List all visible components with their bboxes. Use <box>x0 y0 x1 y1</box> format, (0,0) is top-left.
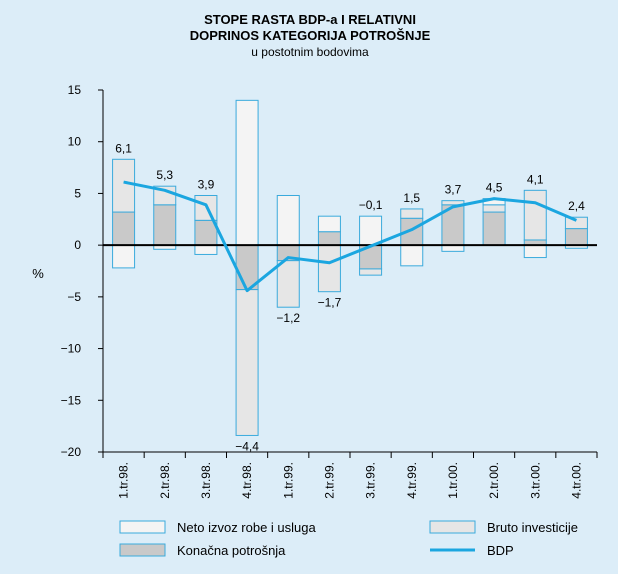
bar <box>482 211 506 246</box>
x-tick-label: 3.tr.98. <box>199 462 213 499</box>
bar <box>112 211 136 246</box>
bar <box>194 244 218 255</box>
chart-title: DOPRINOS KATEGORIJA POTROŠNJE <box>190 28 431 43</box>
x-tick-label: 4.tr.99. <box>405 462 419 499</box>
data-label: 5,3 <box>156 168 173 182</box>
bar <box>317 244 341 293</box>
x-tick-label: 4.tr.00. <box>569 462 583 499</box>
legend-label: Konačna potrošnja <box>177 543 286 558</box>
data-label: 3,7 <box>445 183 462 197</box>
data-label: 4,5 <box>486 181 503 195</box>
y-tick-label: 0 <box>74 238 81 252</box>
y-tick-label: 5 <box>74 186 81 200</box>
y-tick-label: 10 <box>68 135 82 149</box>
bar <box>523 189 547 241</box>
bar <box>235 289 259 436</box>
data-label: −1,2 <box>276 311 300 325</box>
bar <box>276 194 300 246</box>
x-tick-label: 2.tr.99. <box>322 462 336 499</box>
x-tick-label: 1.tr.98. <box>117 462 131 499</box>
bar <box>441 200 465 206</box>
y-tick-label: −20 <box>61 445 82 459</box>
bar <box>400 244 424 267</box>
bar <box>112 244 136 269</box>
data-label: 4,1 <box>527 172 544 186</box>
x-tick-label: 2.tr.98. <box>158 462 172 499</box>
data-label: 6,1 <box>115 141 132 155</box>
bar <box>482 204 506 213</box>
y-tick-label: 15 <box>68 83 82 97</box>
data-label: −4,4 <box>235 439 259 453</box>
bar <box>359 215 383 246</box>
bar <box>317 215 341 233</box>
bar <box>276 260 300 308</box>
data-label: 2,4 <box>568 199 585 213</box>
legend-label: BDP <box>487 543 514 558</box>
data-label: −1,7 <box>318 296 342 310</box>
bar <box>400 208 424 219</box>
chart-subtitle: u postotnim bodovima <box>251 45 369 59</box>
bar <box>564 216 588 230</box>
legend-label: Neto izvoz robe i usluga <box>177 520 317 535</box>
y-tick-label: −10 <box>61 342 82 356</box>
bar <box>235 99 259 246</box>
bar <box>564 228 588 246</box>
bar <box>153 204 177 246</box>
legend-label: Bruto investicije <box>487 520 578 535</box>
data-label: 3,9 <box>198 177 215 191</box>
bdp-line <box>123 180 578 293</box>
legend-swatch <box>119 520 166 534</box>
x-tick-label: 1.tr.99. <box>281 462 295 499</box>
bar <box>112 158 136 213</box>
x-tick-label: 4.tr.98. <box>240 462 254 499</box>
x-tick-label: 3.tr.00. <box>528 462 542 499</box>
data-label: −0,1 <box>359 198 383 212</box>
legend-swatch <box>429 520 476 534</box>
y-tick-label: −5 <box>67 290 81 304</box>
chart-title: STOPE RASTA BDP-a I RELATIVNI <box>204 12 416 27</box>
x-tick-label: 2.tr.00. <box>487 462 501 499</box>
bar <box>523 244 547 259</box>
x-tick-label: 3.tr.99. <box>364 462 378 499</box>
y-axis-label: % <box>32 266 44 281</box>
legend-swatch <box>119 543 166 557</box>
data-label: 1,5 <box>403 191 420 205</box>
y-tick-label: −15 <box>61 393 82 407</box>
bar <box>359 268 383 276</box>
bar <box>317 231 341 246</box>
x-tick-label: 1.tr.00. <box>446 462 460 499</box>
